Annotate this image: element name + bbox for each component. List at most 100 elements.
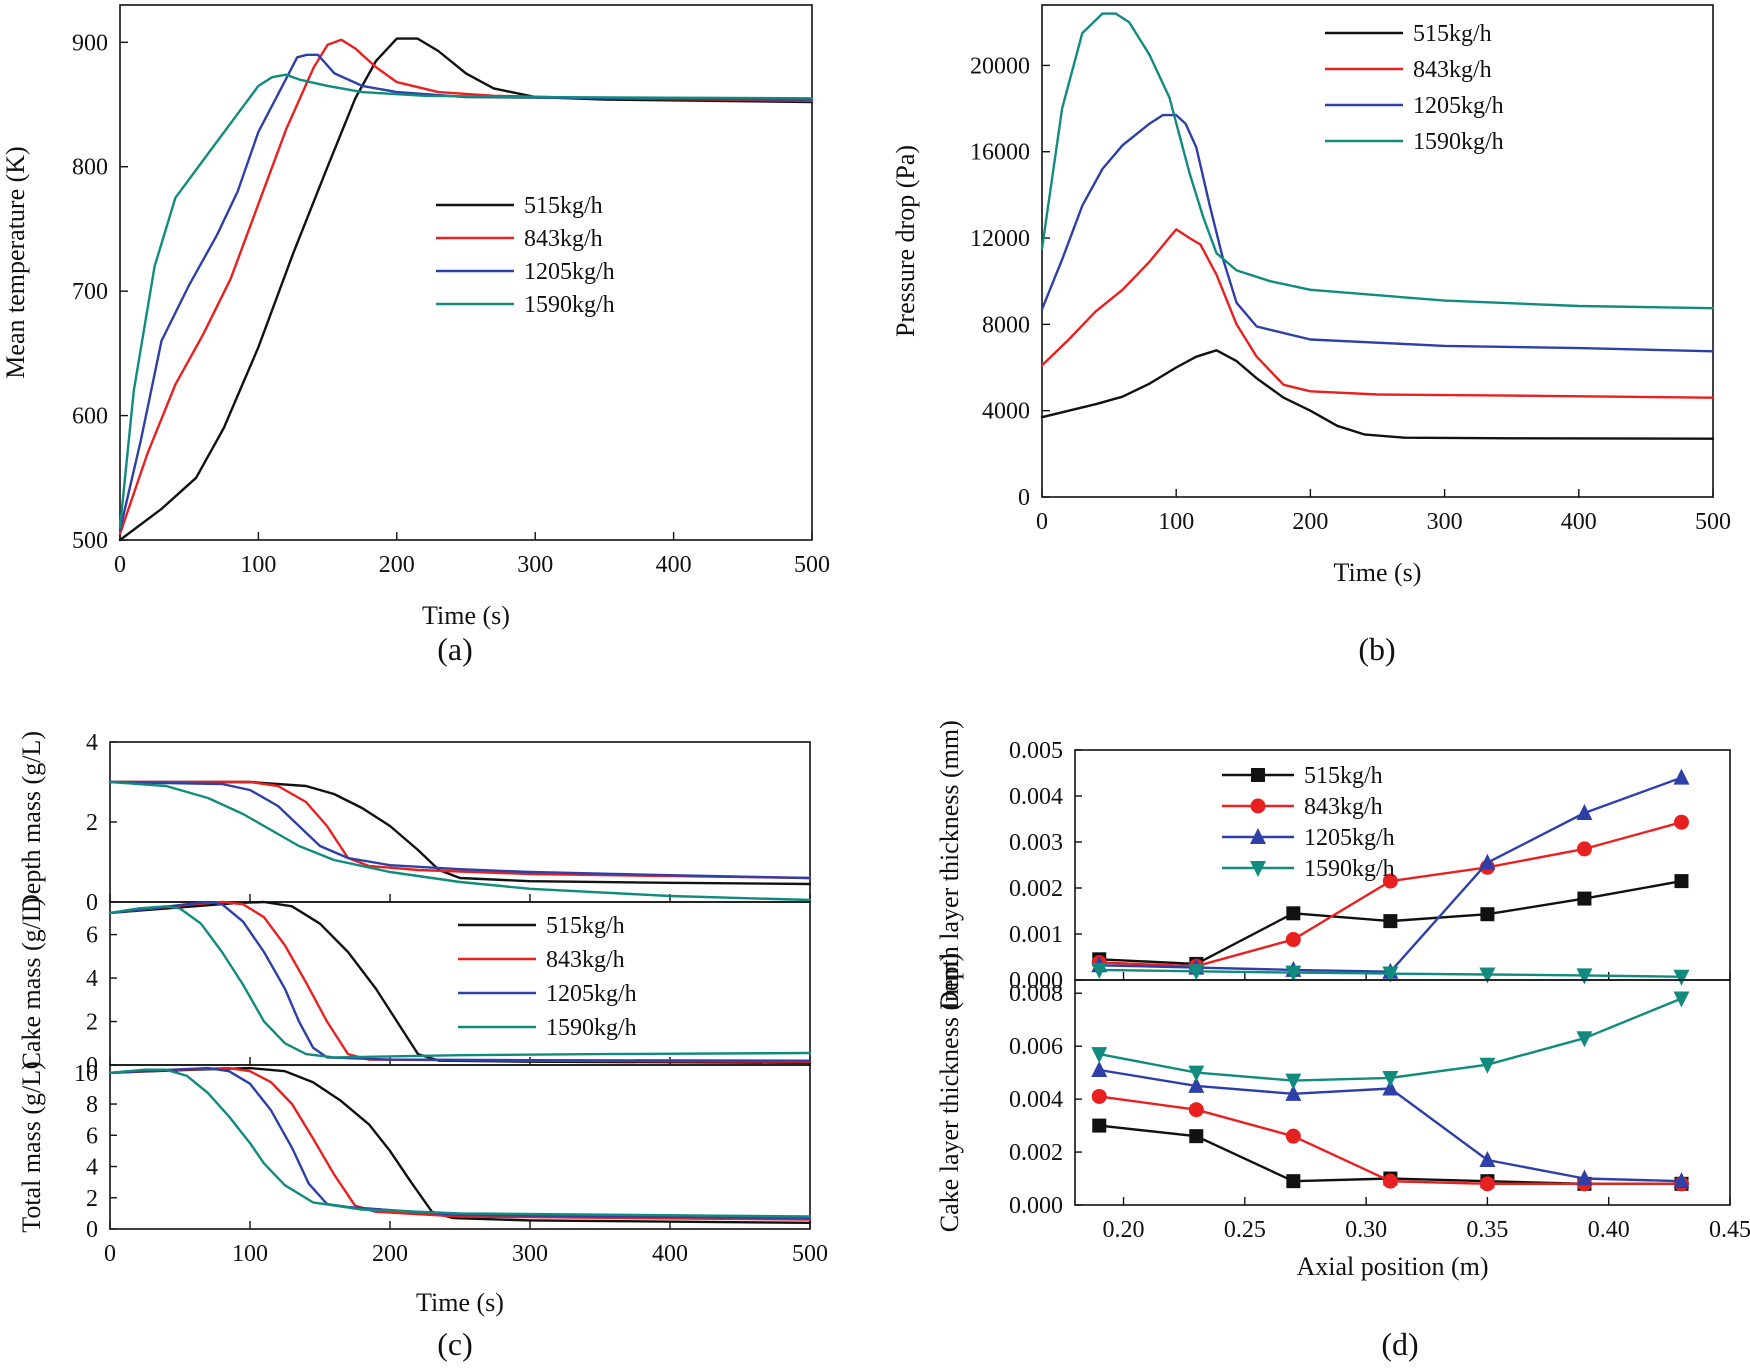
x-tick-label: 0 xyxy=(1036,509,1048,535)
series-line-843kg-h xyxy=(108,1066,812,1221)
x-tick-label: 200 xyxy=(372,1241,408,1267)
series-line-843kg-h xyxy=(1040,228,1715,399)
y-tick-label: 0.008 xyxy=(1009,981,1063,1007)
legend-label-515kg-h: 515kg/h xyxy=(524,193,603,219)
y-tick-label: 4 xyxy=(86,966,98,992)
y-tick-label: 0.002 xyxy=(1009,1140,1063,1166)
y-axis-title: Mean temperature (K) xyxy=(1,146,30,378)
data-point-843kg-h xyxy=(1576,841,1592,857)
data-point-515kg-h xyxy=(1092,1118,1107,1133)
y-axis-title: Cake layer thickness (mm) xyxy=(935,953,964,1232)
x-tick-label: 0.25 xyxy=(1224,1217,1266,1243)
data-point-1590kg-h xyxy=(1673,969,1690,986)
data-point-515kg-h xyxy=(1480,907,1495,922)
y-tick-label: 0 xyxy=(86,1053,98,1079)
subpanel-depth-mass-g-l: 0 2 4 Depth mass (g/L) xyxy=(17,730,812,916)
data-point-1205kg-h xyxy=(1576,804,1593,821)
data-point-1205kg-h xyxy=(1188,1076,1205,1093)
y-tick-label: 0 xyxy=(86,890,98,916)
x-tick-label: 400 xyxy=(656,552,692,578)
legend-marker xyxy=(1250,828,1266,844)
legend-label-1590kg-h: 1590kg/h xyxy=(1413,129,1504,155)
y-tick-label: 800 xyxy=(72,155,108,181)
legend-marker xyxy=(1250,861,1266,877)
chart-d: 0.000 0.001 0.002 0.003 0.004 0.005 Depth laye… xyxy=(935,720,1750,1362)
x-tick-label: 100 xyxy=(232,1241,268,1267)
data-point-515kg-h xyxy=(1286,906,1301,921)
plot-frame xyxy=(109,1064,811,1230)
x-tick-label: 0 xyxy=(114,552,126,578)
x-tick-label: 300 xyxy=(1427,509,1463,535)
legend-label-1590kg-h: 1590kg/h xyxy=(524,292,615,318)
y-tick-label: 0.003 xyxy=(1009,830,1063,856)
y-tick-label: 0 xyxy=(1018,485,1030,511)
series-line-515kg-h xyxy=(108,1066,812,1224)
series-line-1590kg-h xyxy=(1040,12,1715,310)
legend-marker xyxy=(1250,798,1266,814)
legend-label-1205kg-h: 1205kg/h xyxy=(524,259,615,285)
plot-frame xyxy=(1041,4,1714,498)
data-point-843kg-h xyxy=(1285,1128,1301,1144)
series-line-515kg-h xyxy=(1040,349,1715,440)
legend-label-1205kg-h: 1205kg/h xyxy=(1304,825,1395,851)
panel-caption: (c) xyxy=(437,1326,473,1362)
x-tick-label: 100 xyxy=(1158,509,1194,535)
legend-label-843kg-h: 843kg/h xyxy=(1413,57,1492,83)
y-tick-label: 0.000 xyxy=(1009,968,1063,994)
series-line-515kg-h xyxy=(108,780,812,886)
data-point-1205kg-h xyxy=(1673,1172,1690,1189)
series-line-1590kg-h xyxy=(1098,997,1683,1082)
legend-label-1590kg-h: 1590kg/h xyxy=(546,1015,637,1041)
data-point-1590kg-h xyxy=(1091,962,1108,979)
y-tick-label: 0.000 xyxy=(1009,1193,1063,1219)
x-axis-title: Time (s) xyxy=(1334,558,1422,587)
data-point-515kg-h xyxy=(1674,874,1689,889)
x-tick-label: 300 xyxy=(517,552,553,578)
legend-label-843kg-h: 843kg/h xyxy=(546,947,625,973)
data-point-515kg-h xyxy=(1286,1174,1301,1189)
x-tick-label: 200 xyxy=(379,552,415,578)
data-point-1205kg-h xyxy=(1285,1084,1302,1101)
x-axis-title: Time (s) xyxy=(416,1288,504,1317)
data-point-1205kg-h xyxy=(1382,1079,1399,1096)
data-point-843kg-h xyxy=(1673,814,1689,830)
data-point-843kg-h xyxy=(1188,1102,1204,1118)
series-line-1205kg-h xyxy=(108,900,812,1062)
y-axis-title: Pressure drop (Pa) xyxy=(891,145,920,337)
data-point-1590kg-h xyxy=(1576,968,1593,985)
series-line-1205kg-h xyxy=(118,53,814,532)
x-tick-label: 0.45 xyxy=(1709,1217,1750,1243)
y-tick-label: 0.005 xyxy=(1009,738,1063,764)
plot-frame xyxy=(1074,749,1731,981)
y-axis-title: Cake mass (g/L) xyxy=(17,898,46,1070)
panel-caption: (a) xyxy=(437,631,473,667)
y-tick-label: 0.004 xyxy=(1009,1087,1063,1113)
x-axis-title: Time (s) xyxy=(422,601,510,630)
data-point-1590kg-h xyxy=(1188,1065,1205,1082)
y-tick-label: 0.004 xyxy=(1009,784,1063,810)
x-tick-label: 500 xyxy=(792,1241,828,1267)
y-axis-title: Depth layer thickness (mm) xyxy=(935,720,964,1010)
panel-caption: (d) xyxy=(1381,1326,1418,1362)
y-axis-title: Depth mass (g/L) xyxy=(17,731,46,913)
y-tick-label: 10 xyxy=(74,1061,98,1087)
x-tick-label: 400 xyxy=(1561,509,1597,535)
x-tick-label: 100 xyxy=(240,552,276,578)
subpanel-cake-mass-g-l: 0 2 4 6 Cake mass (g/L) xyxy=(17,898,812,1079)
y-tick-label: 2 xyxy=(86,1186,98,1212)
data-point-1205kg-h xyxy=(1576,1169,1593,1186)
y-tick-label: 0.002 xyxy=(1009,876,1063,902)
data-point-1590kg-h xyxy=(1285,1073,1302,1090)
y-tick-label: 6 xyxy=(86,923,98,949)
series-line-1205kg-h xyxy=(108,1066,812,1220)
legend-label-1205kg-h: 1205kg/h xyxy=(1413,93,1504,119)
data-point-1590kg-h xyxy=(1382,1070,1399,1087)
x-tick-label: 0 xyxy=(104,1241,116,1267)
y-tick-label: 0.001 xyxy=(1009,922,1063,948)
data-point-843kg-h xyxy=(1285,932,1301,948)
series-line-843kg-h xyxy=(118,38,814,535)
x-tick-label: 0.30 xyxy=(1345,1217,1387,1243)
y-tick-label: 600 xyxy=(72,404,108,430)
y-tick-label: 500 xyxy=(72,528,108,554)
